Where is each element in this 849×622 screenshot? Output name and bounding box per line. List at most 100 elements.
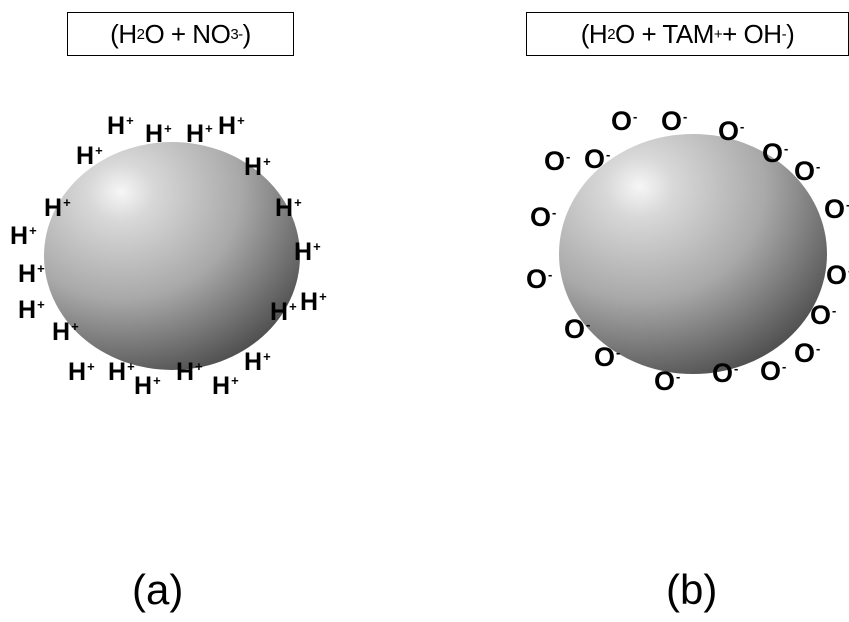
proton-ion: H+	[68, 360, 95, 385]
ion-symbol: H	[18, 296, 37, 324]
ion-symbol: H	[68, 358, 87, 386]
formula-text: (H	[110, 18, 137, 49]
proton-ion: H+	[186, 122, 213, 147]
formula-text: )	[242, 18, 252, 49]
ion-symbol: O	[824, 194, 846, 224]
ion-charge: +	[37, 261, 45, 276]
oxide-ion: O-	[718, 118, 744, 145]
ion-charge: +	[127, 359, 135, 374]
oxide-ion: O-	[826, 262, 849, 289]
formula-subscript: 2	[607, 25, 616, 43]
ion-symbol: O	[584, 144, 606, 174]
ion-charge: +	[237, 113, 245, 128]
ion-charge: -	[566, 149, 571, 164]
ion-symbol: H	[134, 372, 153, 400]
formula-subscript: 2	[136, 25, 145, 43]
ion-charge: -	[740, 119, 745, 134]
ion-charge: +	[164, 121, 172, 136]
proton-ion: H+	[176, 360, 203, 385]
proton-ion: H+	[218, 114, 245, 139]
ion-symbol: O	[794, 156, 816, 186]
oxide-ion: O-	[594, 344, 620, 371]
ion-symbol: H	[294, 238, 313, 266]
oxide-ion: O-	[584, 146, 610, 173]
ion-charge: -	[816, 159, 821, 174]
caption-a: (a)	[132, 566, 184, 613]
proton-ion: H+	[18, 298, 45, 323]
ion-symbol: H	[18, 260, 37, 288]
ion-charge: -	[832, 303, 837, 318]
ion-symbol: H	[275, 194, 294, 222]
oxide-ion: O-	[526, 266, 552, 293]
ion-charge: -	[548, 267, 553, 282]
oxide-ion: O-	[824, 196, 849, 223]
oxide-ion: O-	[760, 358, 786, 385]
ion-symbol: H	[145, 120, 164, 148]
ion-symbol: H	[108, 358, 127, 386]
ion-charge: +	[294, 195, 302, 210]
proton-ion: H+	[134, 374, 161, 399]
ion-charge: -	[586, 317, 591, 332]
ion-charge: -	[616, 345, 621, 360]
proton-ion: H+	[108, 360, 135, 385]
ion-charge: +	[205, 121, 213, 136]
ion-charge: -	[676, 369, 681, 384]
oxide-ion: O-	[762, 140, 788, 167]
formula-text: )	[786, 18, 795, 49]
oxide-ion: O-	[810, 302, 836, 329]
proton-ion: H+	[44, 196, 71, 221]
ion-symbol: H	[10, 222, 29, 250]
ion-charge: +	[195, 359, 203, 374]
ion-charge: +	[95, 143, 103, 158]
proton-ion: H+	[212, 374, 239, 399]
proton-ion: H+	[107, 114, 134, 139]
ion-charge: +	[231, 373, 239, 388]
oxide-ion: O-	[654, 368, 680, 395]
ion-symbol: H	[270, 298, 289, 326]
ion-charge: +	[126, 113, 134, 128]
ion-charge: +	[313, 239, 321, 254]
ion-charge: -	[782, 359, 787, 374]
oxide-ion: O-	[794, 158, 820, 185]
ion-charge: -	[606, 147, 611, 162]
oxide-ion: O-	[611, 108, 637, 135]
ion-charge: -	[683, 109, 688, 124]
ion-charge: +	[63, 195, 71, 210]
ion-symbol: H	[44, 194, 63, 222]
ion-symbol: H	[52, 318, 71, 346]
ion-charge: +	[87, 359, 95, 374]
ion-charge: +	[319, 289, 327, 304]
ion-charge: -	[816, 341, 821, 356]
ion-charge: +	[153, 373, 161, 388]
formula-subscript: 3	[230, 25, 239, 43]
oxide-ion: O-	[564, 316, 590, 343]
ion-symbol: H	[186, 120, 205, 148]
ion-symbol: H	[244, 153, 263, 181]
ion-symbol: O	[526, 264, 548, 294]
oxide-ion: O-	[661, 108, 687, 135]
oxide-ion: O-	[794, 340, 820, 367]
panel-a: (H 2 O + NO 3-) H+ H+ H+ H+ H+ H+ H+ H+ H+ H+ H+ H+ H+ H…	[0, 0, 424, 622]
panel-b: (H2O + TAM+ + OH -) O-O-O-O-O-O-O-O-O-O-…	[424, 0, 849, 622]
formula-superscript: +	[713, 25, 723, 43]
formula-text: + OH	[722, 18, 782, 49]
ion-charge: -	[633, 109, 638, 124]
ion-symbol: O	[544, 146, 566, 176]
ion-symbol: H	[300, 288, 319, 316]
formula-text: (H	[580, 18, 608, 49]
ion-symbol: O	[712, 358, 734, 388]
proton-ion: H+	[244, 155, 271, 180]
ion-symbol: O	[810, 300, 832, 330]
ion-symbol: O	[661, 106, 683, 136]
ion-charge: +	[263, 349, 271, 364]
ion-symbol: O	[762, 138, 784, 168]
proton-ion: H+	[244, 350, 271, 375]
ion-symbol: O	[594, 342, 616, 372]
proton-ion: H+	[300, 290, 327, 315]
ion-symbol: H	[107, 112, 126, 140]
formula-text: O + TAM	[615, 18, 714, 49]
ion-symbol: H	[244, 348, 263, 376]
ion-charge: -	[734, 361, 739, 376]
particle-sphere-b	[558, 132, 828, 376]
proton-ion: H+	[10, 224, 37, 249]
